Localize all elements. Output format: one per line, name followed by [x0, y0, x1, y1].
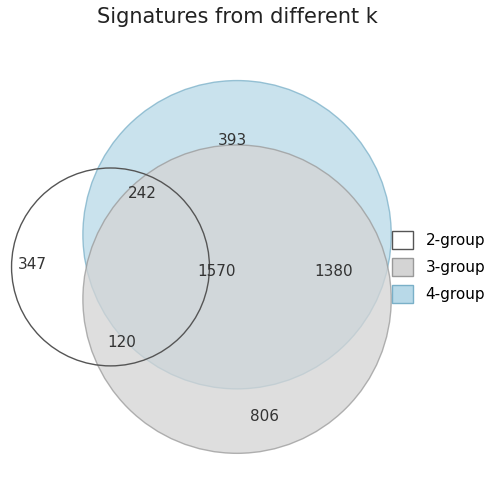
Text: 120: 120: [107, 335, 137, 350]
Text: 393: 393: [218, 133, 247, 148]
Text: 242: 242: [129, 186, 157, 201]
Text: 1570: 1570: [197, 264, 235, 279]
Legend: 2-group, 3-group, 4-group: 2-group, 3-group, 4-group: [392, 231, 485, 302]
Text: 806: 806: [250, 409, 279, 424]
Text: 347: 347: [18, 257, 47, 272]
Text: 1380: 1380: [314, 264, 353, 279]
Circle shape: [83, 81, 391, 389]
Title: Signatures from different k: Signatures from different k: [97, 7, 377, 27]
Circle shape: [83, 145, 391, 453]
